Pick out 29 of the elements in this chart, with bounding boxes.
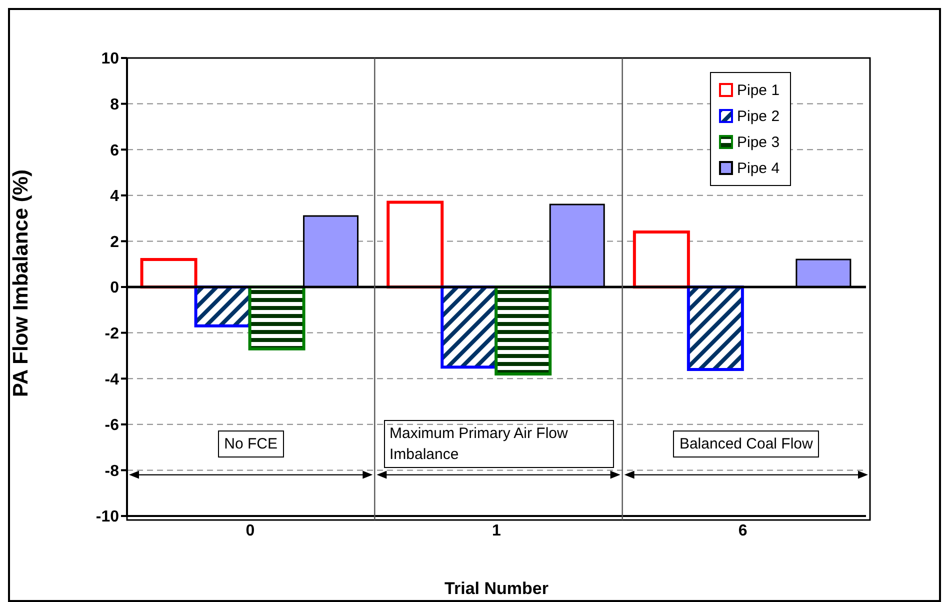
- bar: [386, 200, 444, 288]
- x-axis-title: Trial Number: [444, 579, 549, 598]
- y-tick-label: 4: [110, 188, 120, 206]
- y-tick-label: -2: [104, 325, 120, 342]
- annotation: No FCE: [218, 430, 284, 458]
- y-tick-label: -6: [104, 417, 120, 434]
- y-axis-title: PA Flow Imbalance (%): [9, 169, 32, 397]
- y-tick-label: -8: [104, 462, 120, 480]
- annotation: Maximum Primary Air Flow Imbalance: [384, 420, 614, 468]
- y-tick-label: -10: [96, 508, 120, 526]
- y-tick-label: 6: [110, 142, 120, 160]
- bar: [494, 286, 552, 376]
- x-tick-label: 0: [246, 522, 255, 540]
- legend-label: Pipe 2: [737, 108, 780, 124]
- annotation: Balanced Coal Flow: [673, 430, 819, 458]
- legend-label: Pipe 3: [737, 134, 780, 150]
- bar: [686, 286, 744, 371]
- legend-label: Pipe 1: [737, 82, 780, 98]
- y-tick-label: -4: [104, 371, 120, 388]
- y-tick-label: 0: [110, 280, 120, 297]
- legend-label: Pipe 4: [737, 160, 780, 176]
- y-tick-label: 8: [110, 96, 120, 114]
- bar: [248, 286, 306, 350]
- x-tick-label: 1: [492, 522, 502, 540]
- y-tick-label: 2: [110, 234, 120, 251]
- bar: [140, 258, 198, 288]
- bar: [632, 230, 690, 288]
- x-tick-label: 6: [738, 522, 748, 540]
- y-tick-label: 10: [101, 50, 120, 68]
